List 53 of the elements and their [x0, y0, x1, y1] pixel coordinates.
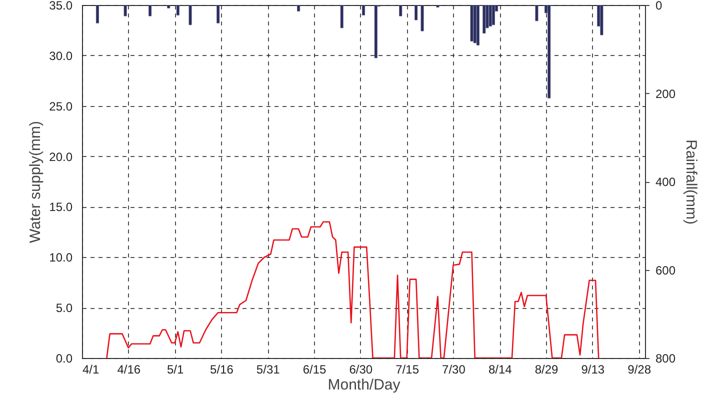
- y-tick-label: 10.0: [49, 250, 73, 265]
- bar: [148, 5, 152, 16]
- bar: [488, 5, 492, 26]
- bar: [482, 5, 486, 34]
- y-tick-label: 30.0: [49, 48, 73, 63]
- x-tick-label: 7/30: [442, 362, 466, 376]
- y-tick-label: 20.0: [49, 150, 73, 164]
- bar: [470, 5, 474, 42]
- y2-tick-label: 400: [656, 175, 676, 189]
- bar: [96, 5, 99, 24]
- x-tick-label: 8/14: [488, 362, 512, 376]
- bar: [188, 5, 192, 26]
- bar: [548, 5, 551, 98]
- bar: [297, 5, 300, 12]
- x-tick-label: 7/15: [396, 362, 420, 376]
- x-tick-label: 9/13: [581, 362, 605, 376]
- bar: [340, 5, 344, 28]
- y-tick-label: 0.0: [56, 352, 73, 366]
- bar: [216, 5, 220, 24]
- y2-tick-label: 600: [656, 263, 676, 278]
- x-tick-label: 4/1: [82, 362, 100, 376]
- x-tick-label: 8/29: [534, 362, 559, 376]
- x-tick-label: 6/15: [302, 362, 327, 376]
- bar: [473, 5, 476, 44]
- x-tick-label: 5/1: [166, 362, 184, 376]
- y-tick-label: 25.0: [49, 99, 73, 114]
- bar: [399, 5, 402, 16]
- line-series: [106, 221, 600, 358]
- y2-axis-title: Rainfall(mm): [682, 139, 700, 225]
- bar: [362, 5, 365, 16]
- bar: [374, 5, 378, 58]
- x-tick-label: 4/16: [117, 362, 141, 376]
- bar: [124, 5, 127, 16]
- y-axis-title: Water supply(mm): [27, 121, 44, 243]
- bar: [167, 5, 170, 8]
- x-tick-label: 9/28: [628, 362, 652, 376]
- y-tick-label: 15.0: [49, 200, 73, 214]
- y2-tick-label: 800: [656, 352, 676, 366]
- x-axis-title: Month/Day: [328, 376, 401, 394]
- bar: [600, 5, 604, 36]
- x-tick-label: 5/16: [210, 362, 234, 376]
- y2-tick-label: 200: [656, 86, 676, 101]
- x-tick-label: 6/30: [349, 362, 373, 376]
- bar: [176, 5, 180, 16]
- bar: [414, 5, 418, 20]
- y2-tick-label: 0: [656, 0, 662, 12]
- bar: [492, 5, 495, 26]
- bar: [535, 5, 538, 22]
- bar: [476, 5, 480, 46]
- x-tick-label: 5/31: [256, 362, 280, 376]
- bar: [420, 5, 424, 32]
- y-tick-label: 5.0: [56, 301, 73, 316]
- y-tick-label: 35.0: [49, 0, 73, 12]
